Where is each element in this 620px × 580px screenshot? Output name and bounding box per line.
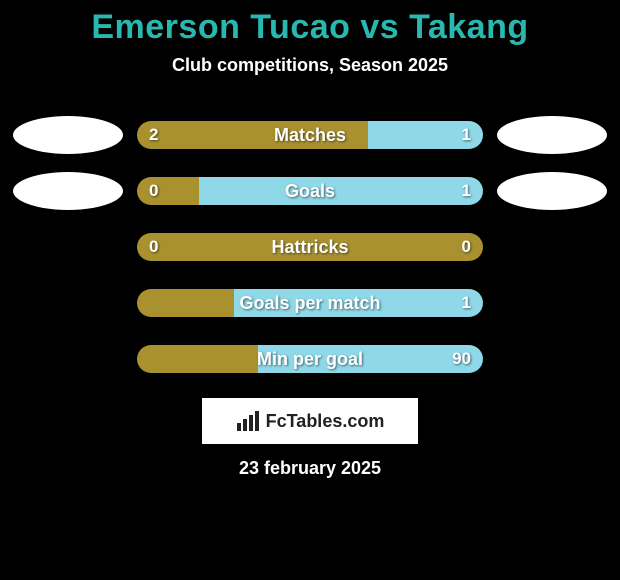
stat-bar: Matches21: [137, 121, 483, 149]
spacer: [13, 228, 123, 266]
right-value: 1: [462, 177, 471, 205]
left-value: 0: [149, 177, 158, 205]
player-left-avatar-placeholder: [13, 172, 123, 210]
left-segment: [137, 121, 368, 149]
right-segment: [199, 177, 483, 205]
right-value: 0: [462, 233, 471, 261]
player-right-avatar-placeholder: [497, 172, 607, 210]
brand-badge: FcTables.com: [202, 398, 418, 444]
left-value: 0: [149, 233, 158, 261]
stat-bar: Hattricks00: [137, 233, 483, 261]
spacer: [13, 340, 123, 378]
right-value: 1: [462, 121, 471, 149]
left-value: 2: [149, 121, 158, 149]
player-left-avatar-placeholder: [13, 116, 123, 154]
subtitle: Club competitions, Season 2025: [0, 55, 620, 76]
page-title: Emerson Tucao vs Takang: [0, 0, 620, 47]
right-segment: [234, 289, 483, 317]
right-segment: [258, 345, 483, 373]
spacer: [497, 340, 607, 378]
right-value: 1: [462, 289, 471, 317]
stat-row: Min per goal90: [0, 340, 620, 378]
stat-bar: Goals01: [137, 177, 483, 205]
left-segment: [137, 233, 483, 261]
spacer: [497, 284, 607, 322]
player-right-avatar-placeholder: [497, 116, 607, 154]
left-segment: [137, 345, 258, 373]
date-line: 23 february 2025: [0, 458, 620, 479]
stat-bar: Goals per match1: [137, 289, 483, 317]
right-value: 90: [452, 345, 471, 373]
spacer: [13, 284, 123, 322]
bar-chart-icon: [236, 411, 260, 431]
stat-row: Hattricks00: [0, 228, 620, 266]
left-segment: [137, 177, 199, 205]
stat-row: Matches21: [0, 116, 620, 154]
comparison-infographic: Emerson Tucao vs Takang Club competition…: [0, 0, 620, 580]
brand-text: FcTables.com: [266, 411, 385, 432]
spacer: [497, 228, 607, 266]
stat-row: Goals01: [0, 172, 620, 210]
stat-row: Goals per match1: [0, 284, 620, 322]
stat-bar: Min per goal90: [137, 345, 483, 373]
left-segment: [137, 289, 234, 317]
stat-rows-container: Matches21Goals01Hattricks00Goals per mat…: [0, 116, 620, 378]
